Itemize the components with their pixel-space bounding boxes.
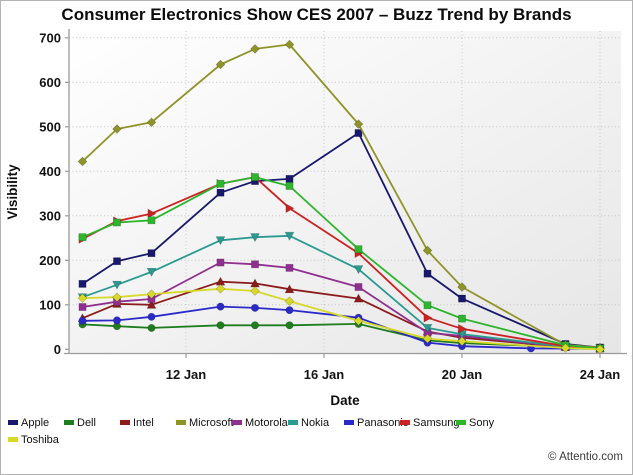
legend-swatch-icon — [8, 437, 18, 442]
chart-title: Consumer Electronics Show CES 2007 – Buz… — [61, 5, 572, 24]
legend-item-motorola: Motorola — [232, 414, 288, 431]
legend-label: Nokia — [301, 416, 330, 429]
legend-swatch-icon — [232, 420, 242, 425]
svg-text:12 Jan: 12 Jan — [166, 367, 207, 382]
legend-label: Motorola — [245, 416, 288, 429]
legend-item-apple: Apple — [8, 414, 64, 431]
svg-text:100: 100 — [39, 297, 61, 312]
legend-item-microsoft: Microsoft — [176, 414, 234, 431]
legend-item-nokia: Nokia — [288, 414, 344, 431]
svg-text:600: 600 — [39, 75, 61, 90]
legend-label: Apple — [21, 416, 50, 429]
copyright-text: © Attentio.com — [548, 451, 623, 463]
legend-swatch-icon — [8, 420, 18, 425]
legend-swatch-icon — [176, 420, 186, 425]
legend-swatch-icon — [344, 420, 354, 425]
legend-item-intel: Intel — [120, 414, 176, 431]
y-axis-label: Visibility — [5, 164, 20, 220]
legend-item-samsung: Samsung — [400, 414, 460, 431]
svg-text:700: 700 — [39, 30, 61, 45]
line-chart: 0 100 200 300 400 500 600 700 12 Jan 16 Jan 20 Jan… — [5, 29, 627, 408]
legend-swatch-icon — [288, 420, 298, 425]
legend-label: Dell — [77, 416, 96, 429]
x-axis-label: Date — [330, 393, 360, 408]
legend-swatch-icon — [400, 420, 410, 425]
legend-swatch-icon — [120, 420, 130, 425]
svg-text:200: 200 — [39, 253, 61, 268]
legend-item-sony: Sony — [456, 414, 512, 431]
svg-text:400: 400 — [39, 164, 61, 179]
svg-text:0: 0 — [54, 342, 61, 357]
legend-label: Sony — [469, 416, 495, 429]
legend-label: Microsoft — [189, 416, 234, 429]
legend-item-dell: Dell — [64, 414, 120, 431]
legend-swatch-icon — [456, 420, 466, 425]
legend-label: Panasonic — [357, 416, 409, 429]
legend-item-panasonic: Panasonic — [344, 414, 408, 431]
legend-label: Toshiba — [21, 433, 59, 446]
legend-swatch-icon — [64, 420, 74, 425]
legend-label: Intel — [133, 416, 154, 429]
svg-text:300: 300 — [39, 208, 61, 223]
legend-label: Samsung — [413, 416, 460, 429]
legend-item-toshiba: Toshiba — [8, 431, 64, 448]
svg-text:500: 500 — [39, 119, 61, 134]
svg-text:20 Jan: 20 Jan — [442, 367, 483, 382]
svg-text:16 Jan: 16 Jan — [304, 367, 345, 382]
svg-text:24 Jan: 24 Jan — [580, 367, 621, 382]
chart-legend: Apple Dell Intel Microsoft Motorola Nokia Pana… — [8, 414, 520, 448]
